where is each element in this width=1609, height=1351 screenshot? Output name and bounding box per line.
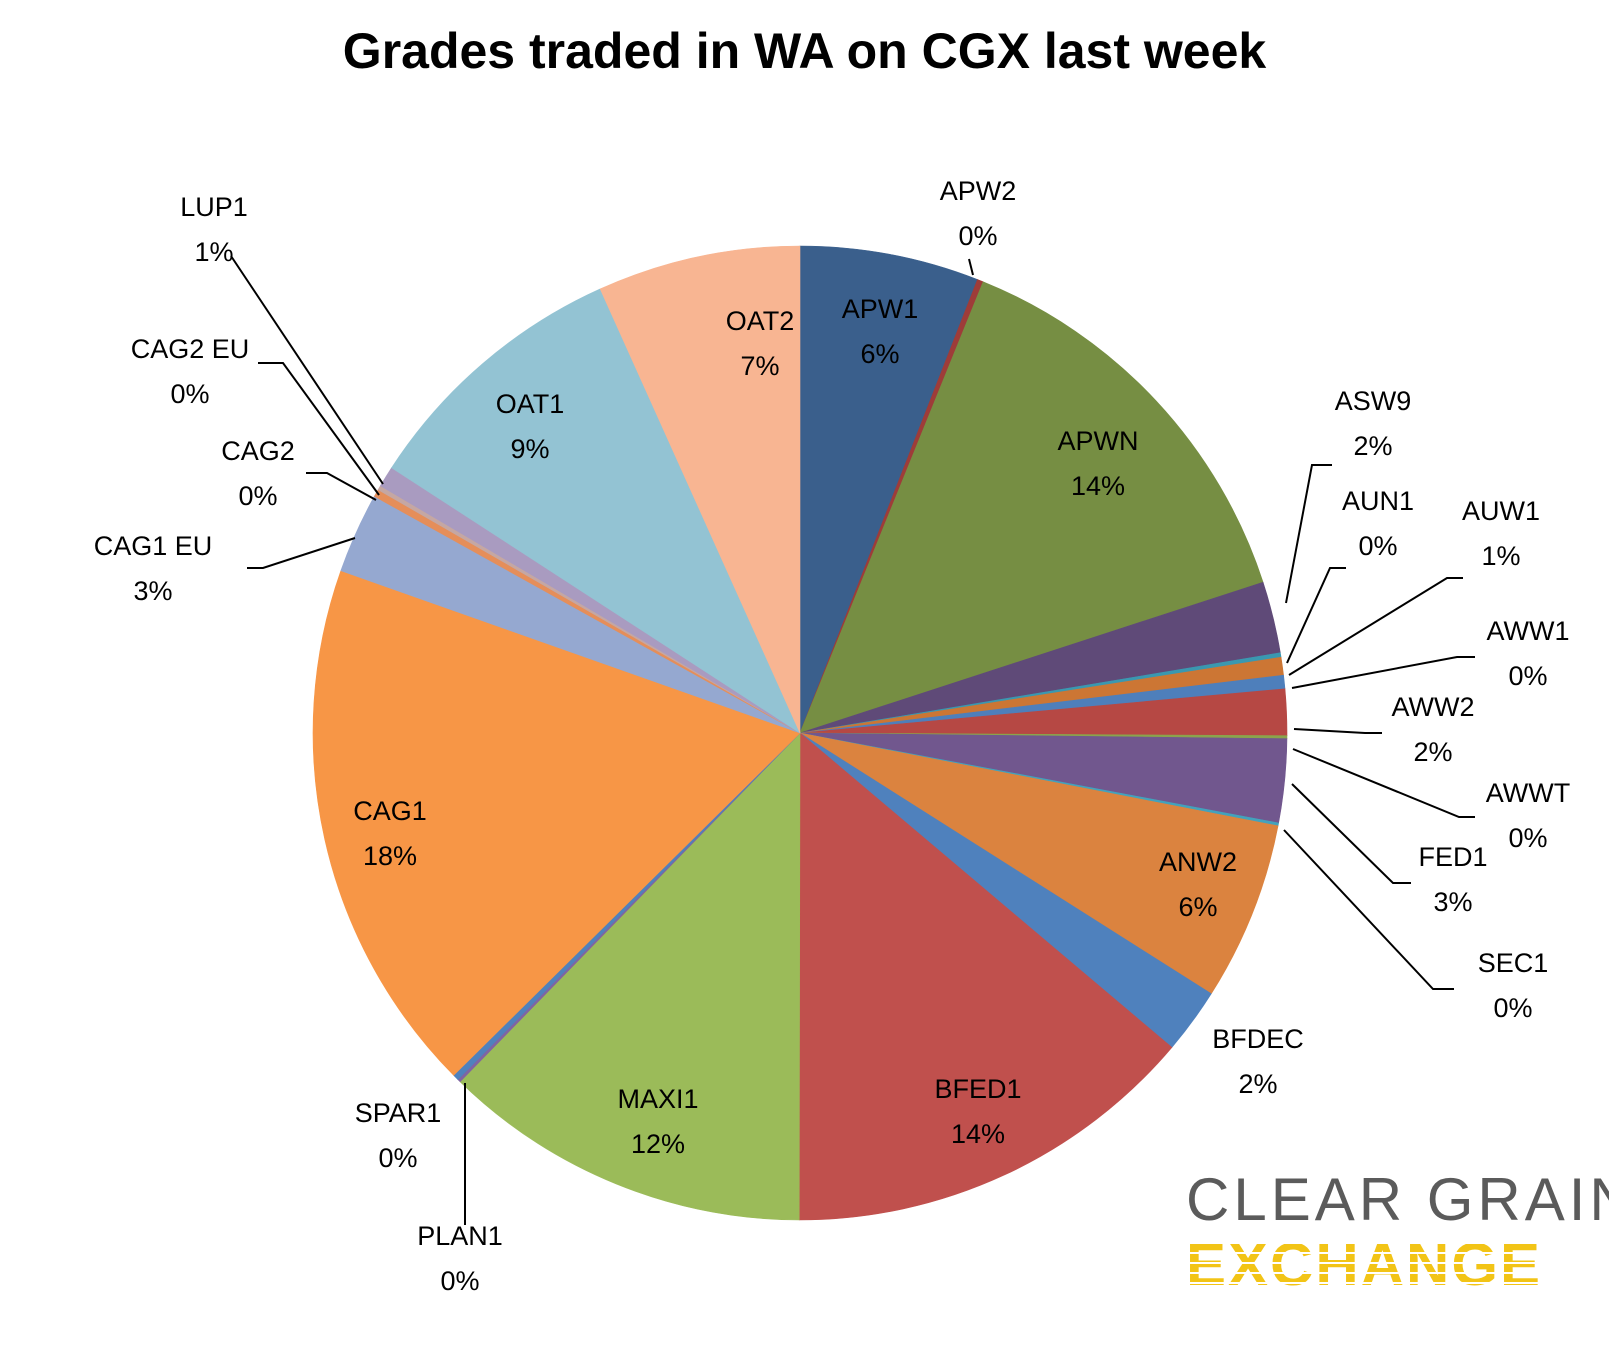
slice-label-lup1: LUP1 xyxy=(180,192,248,222)
slice-label-fed1: FED1 xyxy=(1418,842,1487,872)
slice-label-apw2: APW2 xyxy=(940,176,1017,206)
slice-value-aun1: 0% xyxy=(1358,531,1397,561)
slice-value-plan1: 0% xyxy=(440,1266,479,1296)
slice-label-awwt: AWWT xyxy=(1486,778,1570,808)
slice-value-oat2: 7% xyxy=(740,351,779,381)
leader-line-asw9 xyxy=(1285,464,1332,604)
leader-line-aun1 xyxy=(1286,567,1346,664)
slice-label-cag1-eu: CAG1 EU xyxy=(94,531,213,561)
slice-label-bfdec: BFDEC xyxy=(1212,1024,1304,1054)
slice-value-auw1: 1% xyxy=(1481,541,1520,571)
slice-label-asw9: ASW9 xyxy=(1335,386,1412,416)
slice-value-cag1-eu: 3% xyxy=(133,576,172,606)
slice-label-cag2-eu: CAG2 EU xyxy=(131,334,250,364)
leader-line-awwt xyxy=(1292,748,1475,818)
slice-value-anw2: 6% xyxy=(1178,892,1217,922)
logo-line-1: CLEAR GRAIN xyxy=(1186,1166,1609,1233)
clear-grain-exchange-logo: CLEAR GRAIN EXCHANGE xyxy=(1186,1166,1609,1296)
slice-label-oat2: OAT2 xyxy=(726,306,795,336)
pie-slice-maxi1 xyxy=(459,732,801,1221)
slice-value-awwt: 0% xyxy=(1508,823,1547,853)
leader-line-sec1 xyxy=(1283,829,1454,990)
slice-value-lup1: 1% xyxy=(194,237,233,267)
slice-value-spar1: 0% xyxy=(378,1143,417,1173)
slice-value-oat1: 9% xyxy=(510,434,549,464)
slice-value-maxi1: 12% xyxy=(631,1129,685,1159)
slice-label-apw1: APW1 xyxy=(842,294,919,324)
leader-line-cag2-eu xyxy=(258,362,380,496)
leader-line-aww2 xyxy=(1293,728,1382,734)
slice-value-aww2: 2% xyxy=(1413,737,1452,767)
pie-slice-bfed1 xyxy=(798,732,1173,1221)
chart-title: Grades traded in WA on CGX last week xyxy=(342,23,1267,79)
slice-label-cag2: CAG2 xyxy=(221,436,295,466)
leader-line-cag2 xyxy=(306,472,377,501)
pie-slice-apw1 xyxy=(799,245,978,734)
slice-value-apw1: 6% xyxy=(860,339,899,369)
slice-value-aww1: 0% xyxy=(1508,661,1547,691)
slice-label-aww2: AWW2 xyxy=(1392,692,1475,722)
slice-value-asw9: 2% xyxy=(1353,431,1392,461)
slice-value-bfdec: 2% xyxy=(1238,1069,1277,1099)
slice-value-fed1: 3% xyxy=(1433,887,1472,917)
slice-label-auw1: AUW1 xyxy=(1462,496,1540,526)
slice-label-oat1: OAT1 xyxy=(496,389,565,419)
slice-value-cag1: 18% xyxy=(363,841,417,871)
leader-line-fed1 xyxy=(1291,783,1411,884)
slice-value-apwn: 14% xyxy=(1071,471,1125,501)
leader-line-auw1 xyxy=(1288,577,1463,676)
slice-label-cag1: CAG1 xyxy=(353,796,427,826)
slice-value-cag2-eu: 0% xyxy=(170,379,209,409)
slice-label-aun1: AUN1 xyxy=(1342,486,1414,516)
pie-slice-apwn xyxy=(799,281,1264,734)
slice-label-maxi1: MAXI1 xyxy=(617,1084,698,1114)
leader-line-lup1 xyxy=(230,255,384,485)
slice-value-apw2: 0% xyxy=(958,221,997,251)
slice-label-bfed1: BFED1 xyxy=(934,1074,1021,1104)
leader-line-cag1-eu xyxy=(247,537,356,569)
pie-slice-oat1 xyxy=(391,288,801,734)
slice-value-cag2: 0% xyxy=(238,481,277,511)
pie-slice-oat2 xyxy=(599,245,801,734)
slice-label-plan1: PLAN1 xyxy=(417,1221,503,1251)
leader-line-apw2 xyxy=(968,258,974,276)
slice-value-sec1: 0% xyxy=(1493,993,1532,1023)
slice-label-spar1: SPAR1 xyxy=(355,1098,442,1128)
slice-label-sec1: SEC1 xyxy=(1478,948,1549,978)
pie-slice-anw2 xyxy=(799,732,1279,995)
logo-line-2: EXCHANGE xyxy=(1186,1234,1579,1296)
slice-label-aww1: AWW1 xyxy=(1487,616,1570,646)
slice-label-apwn: APWN xyxy=(1058,426,1139,456)
slice-label-anw2: ANW2 xyxy=(1159,847,1237,877)
leader-line-aww1 xyxy=(1291,656,1475,689)
slice-value-bfed1: 14% xyxy=(951,1119,1005,1149)
pie-slice-cag1 xyxy=(312,570,801,1076)
